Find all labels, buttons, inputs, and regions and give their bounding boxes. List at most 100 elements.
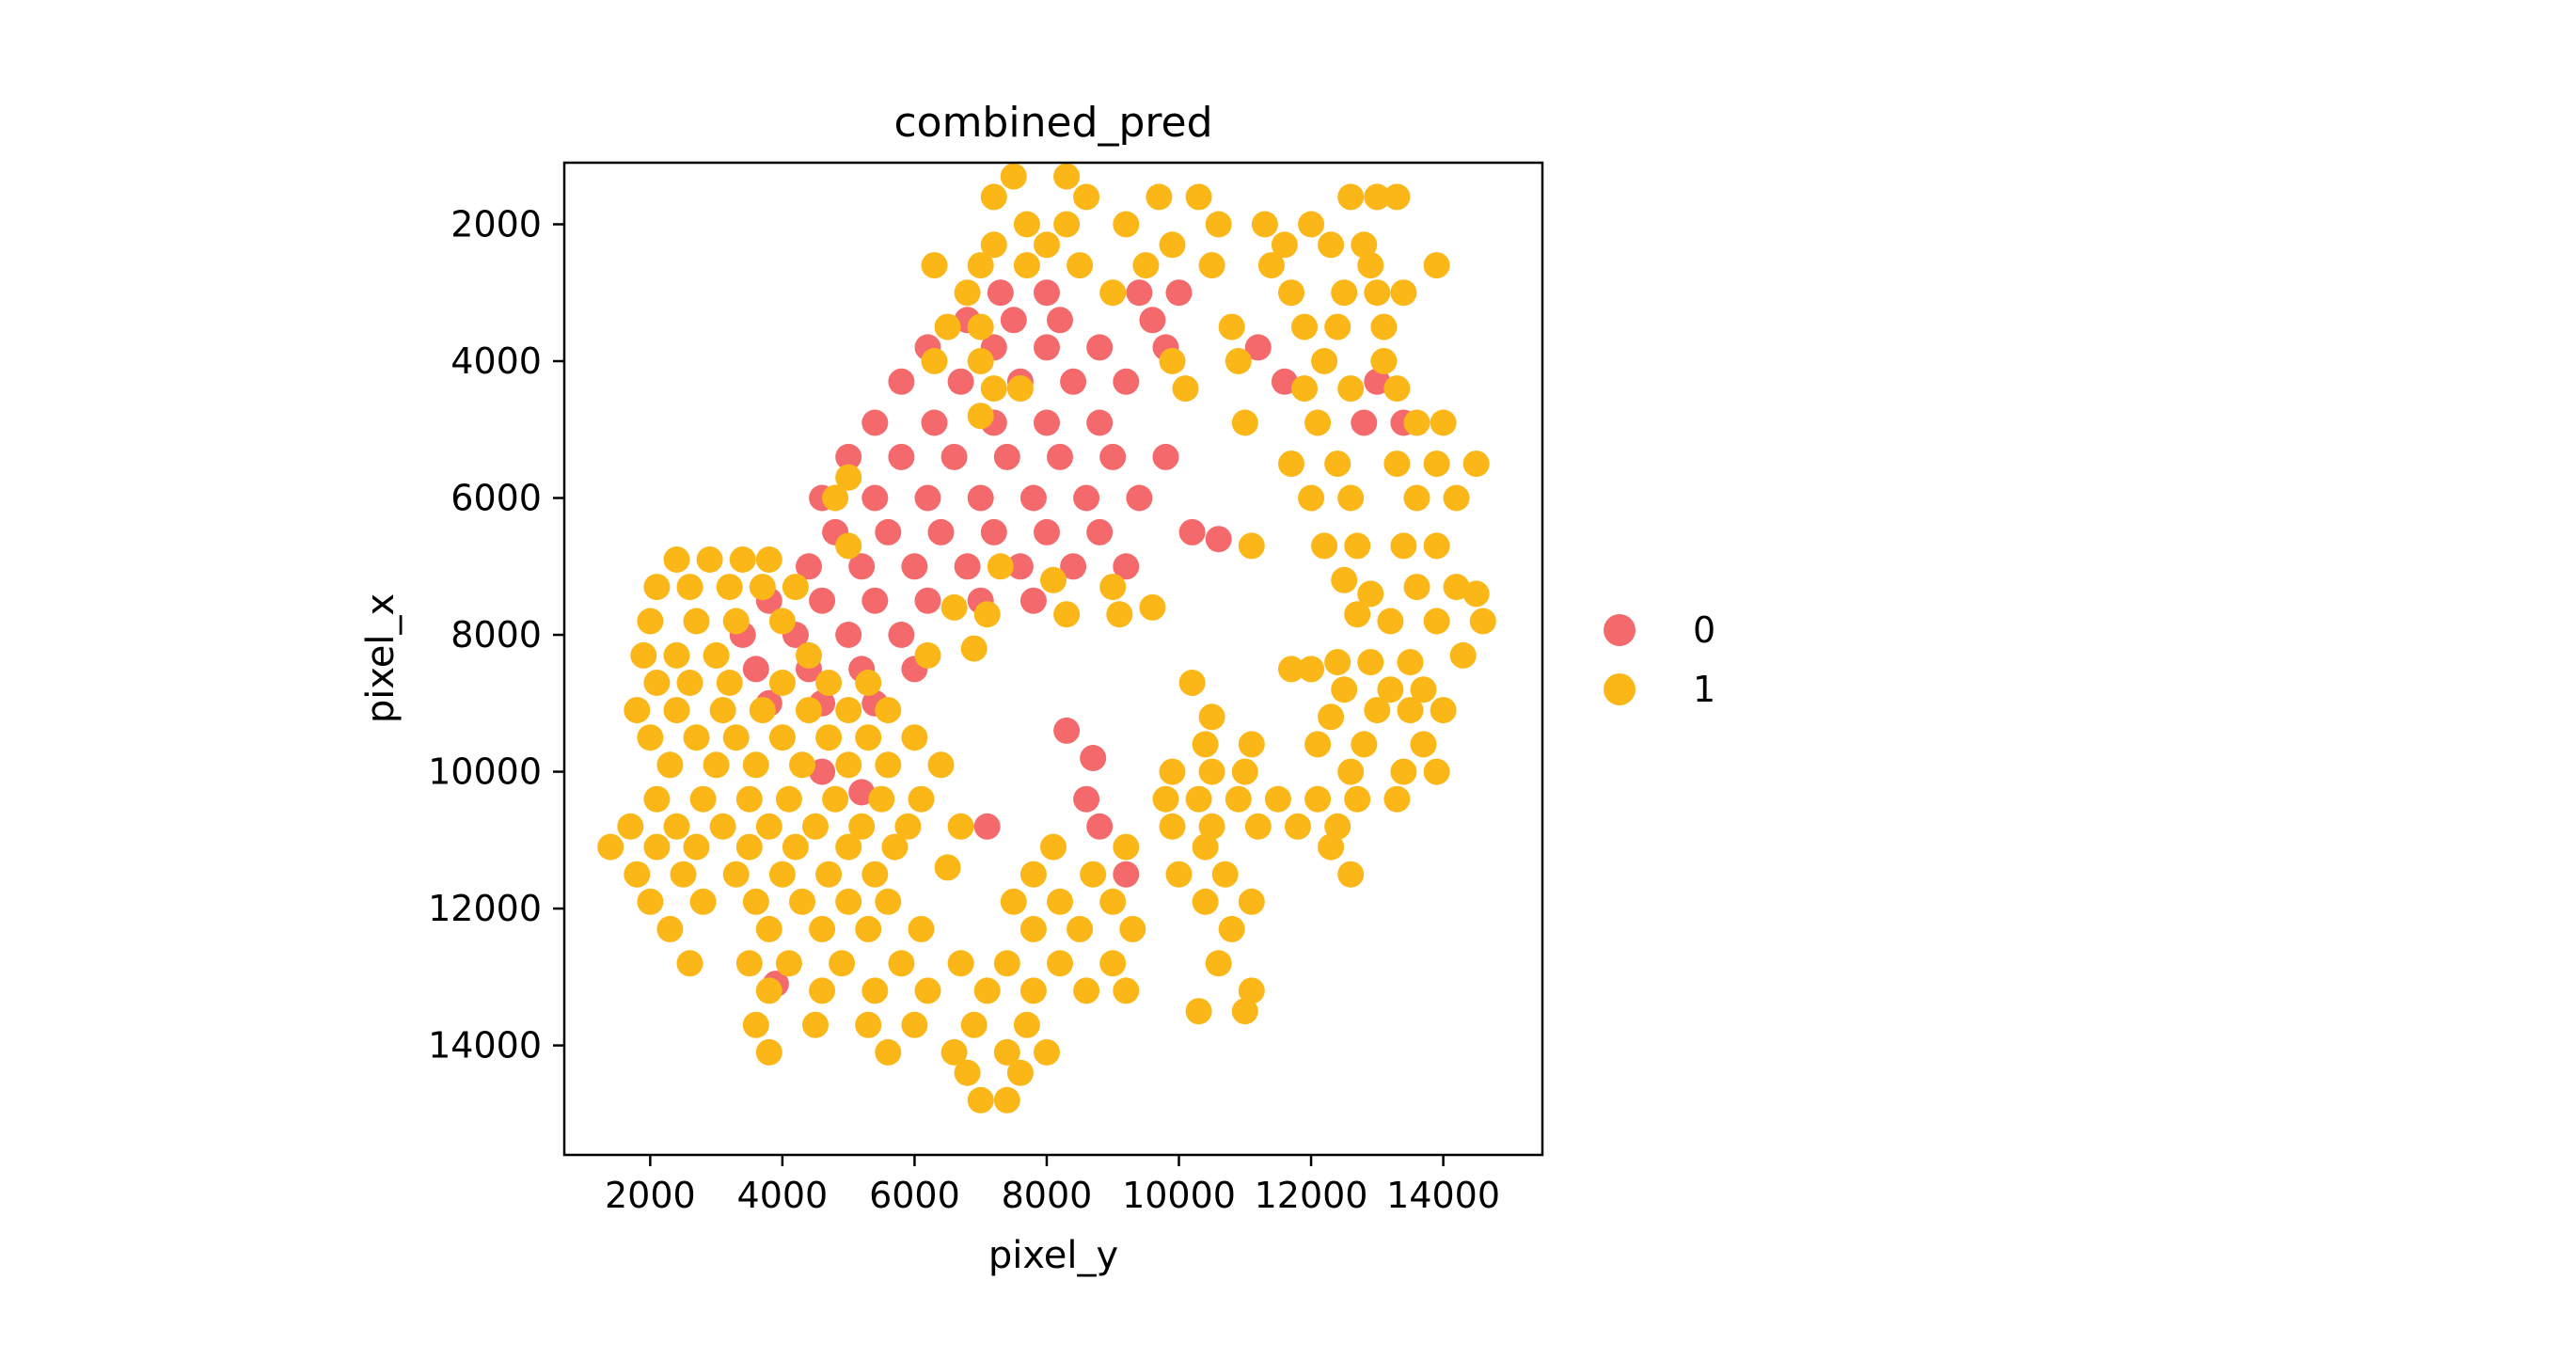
point-series-1 (637, 888, 664, 915)
plot-frame (562, 161, 1544, 1157)
point-series-1 (1192, 888, 1219, 915)
point-series-1 (1344, 532, 1371, 560)
point-series-1 (1383, 785, 1411, 813)
point-series-1 (670, 861, 697, 888)
point-series-1 (1364, 279, 1391, 307)
point-series-1 (1231, 409, 1258, 436)
point-series-1 (993, 950, 1020, 977)
point-series-0 (1006, 553, 1034, 580)
point-series-0 (1152, 443, 1179, 470)
point-series-0 (921, 409, 948, 436)
point-series-0 (848, 779, 876, 806)
point-series-1 (1040, 833, 1067, 861)
point-series-0 (993, 443, 1020, 470)
point-series-1 (1019, 861, 1047, 888)
point-series-1 (1304, 785, 1332, 813)
point-series-0 (1060, 553, 1087, 580)
point-series-1 (1364, 697, 1391, 724)
point-series-1 (967, 252, 994, 279)
point-series-1 (1304, 731, 1332, 758)
point-series-1 (967, 313, 994, 340)
point-series-1 (1238, 731, 1265, 758)
point-series-1 (835, 532, 862, 560)
y-tick-label: 8000 (450, 614, 542, 656)
point-series-1 (1324, 313, 1351, 340)
point-series-1 (742, 1011, 769, 1038)
point-series-1 (835, 833, 862, 861)
point-series-1 (1192, 731, 1219, 758)
legend-label-0: 0 (1693, 609, 1715, 651)
point-series-1 (888, 950, 915, 977)
point-series-1 (1019, 915, 1047, 942)
point-series-1 (1370, 313, 1398, 340)
point-series-0 (1034, 279, 1060, 307)
point-series-0 (1034, 518, 1060, 545)
point-series-0 (947, 368, 974, 395)
point-series-1 (967, 403, 994, 430)
point-series-1 (908, 915, 935, 942)
point-series-1 (809, 915, 836, 942)
point-series-1 (875, 1038, 902, 1066)
y-tick-label: 14000 (428, 1025, 542, 1067)
point-series-1 (1238, 977, 1265, 1004)
point-series-1 (663, 546, 690, 573)
point-series-1 (1324, 813, 1351, 840)
point-series-0 (1019, 587, 1047, 614)
x-tick-label: 6000 (869, 1175, 960, 1216)
point-series-1 (1337, 758, 1365, 785)
point-series-1 (1152, 785, 1179, 813)
point-series-1 (1225, 348, 1252, 374)
x-tick-label: 4000 (737, 1175, 829, 1216)
point-series-0 (888, 368, 915, 395)
point-series-1 (1198, 758, 1225, 785)
point-series-1 (1344, 601, 1371, 628)
point-series-1 (617, 813, 644, 840)
point-series-1 (1383, 183, 1411, 211)
point-series-1 (1443, 574, 1470, 601)
point-series-1 (1318, 231, 1345, 259)
point-series-1 (1377, 608, 1404, 635)
point-series-1 (1225, 785, 1252, 813)
point-series-1 (1331, 279, 1358, 307)
legend: 01 (1604, 609, 1715, 710)
point-series-1 (1013, 211, 1040, 238)
point-series-1 (1013, 252, 1040, 279)
point-series-1 (796, 641, 822, 669)
point-series-1 (729, 546, 756, 573)
point-series-1 (1099, 950, 1127, 977)
point-series-0 (980, 518, 1007, 545)
point-series-1 (768, 608, 796, 635)
points-layer (597, 163, 1496, 1114)
point-series-1 (1383, 375, 1411, 403)
point-series-1 (815, 670, 843, 696)
point-series-1 (1390, 532, 1417, 560)
point-series-1 (1159, 813, 1186, 840)
point-series-0 (1178, 518, 1206, 545)
point-series-1 (624, 861, 651, 888)
point-series-1 (868, 785, 895, 813)
point-series-1 (1231, 758, 1258, 785)
point-series-1 (908, 785, 935, 813)
point-series-1 (768, 670, 796, 696)
point-series-1 (709, 813, 736, 840)
point-series-1 (749, 697, 776, 724)
point-series-0 (1113, 368, 1140, 395)
point-series-1 (848, 813, 876, 840)
x-tick-label: 10000 (1122, 1175, 1236, 1216)
point-series-1 (1047, 888, 1073, 915)
point-series-0 (1351, 409, 1378, 436)
point-series-1 (1040, 566, 1067, 593)
point-series-1 (643, 833, 671, 861)
point-series-0 (1165, 279, 1193, 307)
point-series-1 (676, 670, 703, 696)
y-axis: 2000 4000 6000 8000 10000 12000 14000 (428, 203, 564, 1067)
point-series-1 (1185, 183, 1212, 211)
point-series-1 (676, 574, 703, 601)
point-series-0 (914, 484, 941, 512)
point-series-1 (993, 1086, 1020, 1114)
point-series-1 (1377, 676, 1404, 703)
point-series-1 (1067, 252, 1094, 279)
point-series-1 (755, 1038, 782, 1066)
point-series-0 (1080, 745, 1107, 771)
